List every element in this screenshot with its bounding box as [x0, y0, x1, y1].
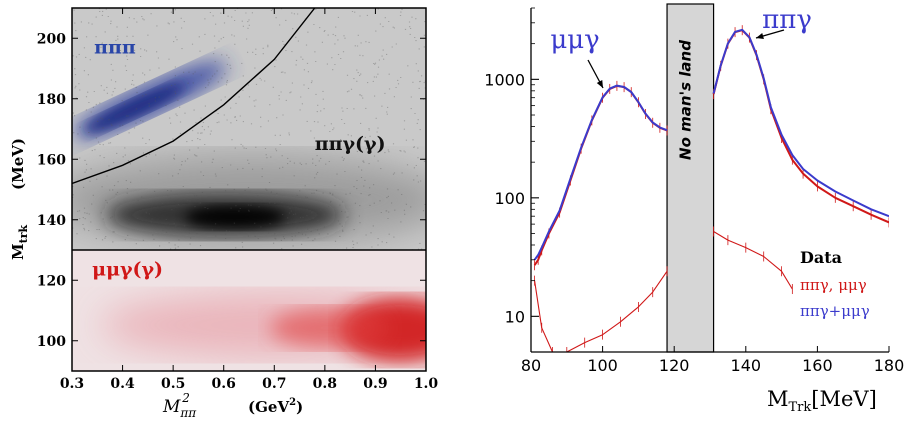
svg-text:Mtrk: Mtrk: [9, 225, 30, 260]
series-sum_left: [533, 84, 668, 261]
no-mans-land-band: [666, 3, 715, 353]
mmg-core-2: [270, 308, 390, 348]
ppg-center: [185, 205, 285, 229]
x-tick-label: 0.8: [313, 376, 337, 392]
no-mans-land-label: No man's land: [676, 40, 694, 160]
x-tick-label: 140: [731, 356, 762, 375]
x-tick-label: 80: [521, 356, 541, 375]
x-tick-label: 0.9: [363, 376, 387, 392]
region-label: μμγ(γ): [92, 259, 163, 281]
series-mumu_right: [713, 231, 793, 290]
density-blobs: [72, 8, 426, 371]
x-tick-label: 0.3: [60, 376, 84, 392]
x-tick-label: 0.7: [262, 376, 286, 392]
series-sum_right: [712, 28, 889, 218]
y-tick-label: 10: [505, 307, 525, 326]
x-tick-label: 120: [659, 356, 690, 375]
left-plot-frame: [71, 7, 427, 372]
y-tick-label: 120: [37, 273, 66, 289]
x-tick-label: 0.6: [212, 376, 236, 392]
legend-title: Data: [800, 248, 842, 267]
svg-text:(MeV): (MeV): [9, 138, 27, 190]
series-lines: [533, 25, 889, 352]
x-tick-label: 0.5: [161, 376, 185, 392]
legend-entry: ππγ+μμγ: [800, 302, 870, 320]
left-region-labels: πππ ππγ(γ) μμγ(γ): [92, 36, 385, 280]
left-y-axis-label: Mtrk (MeV): [9, 138, 30, 260]
series-data_left: [533, 84, 668, 266]
left-panel-density-plot: 0.3 0.4 0.5 0.6 0.7 0.8 0.9 1.0 100 120 140 160 180 2…: [9, 7, 439, 420]
x-tick-label: 1.0: [414, 376, 439, 392]
peak-arrowhead: [756, 32, 764, 39]
right-panel-log-plot: No man's land 80 100 120 140 160 180 10 100 1000…: [484, 3, 905, 415]
legend: Data ππγ, μμγ ππγ+μμγ: [800, 248, 870, 320]
peak-labels: μμγ ππγ: [550, 5, 812, 89]
series-data_right: [712, 29, 889, 224]
x-tick-label: 160: [802, 356, 833, 375]
region-label: πππ: [94, 36, 136, 58]
series-mumu_left: [534, 270, 668, 352]
y-tick-label: 100: [494, 189, 525, 208]
left-axis-ticks: 0.3 0.4 0.5 0.6 0.7 0.8 0.9 1.0 100 120 140 160 180 2…: [37, 8, 439, 392]
legend-entry: ππγ, μμγ: [800, 276, 867, 294]
y-tick-label: 180: [37, 92, 66, 108]
y-tick-label: 100: [37, 334, 66, 350]
peak-arrowhead: [596, 80, 603, 88]
y-tick-label: 200: [37, 31, 66, 47]
svg-text:(GeV2): (GeV2): [248, 397, 303, 416]
peak-label: ππγ: [762, 5, 812, 35]
x-tick-label: 0.4: [110, 376, 135, 392]
region-label: ππγ(γ): [315, 133, 386, 155]
peak-label: μμγ: [550, 25, 599, 55]
y-tick-label: 140: [37, 213, 66, 229]
svg-text:MTrk[MeV]: MTrk[MeV]: [767, 387, 877, 415]
svg-text:Mππ2: Mππ2: [162, 391, 197, 420]
right-x-axis-label: MTrk[MeV]: [767, 387, 877, 415]
separator-curve: [72, 8, 316, 185]
ppp-band-core: [85, 83, 185, 133]
y-tick-label: 1000: [484, 70, 525, 89]
left-x-axis-label: Mππ2 (GeV2): [162, 391, 303, 420]
x-tick-label: 180: [874, 356, 905, 375]
x-tick-label: 100: [587, 356, 618, 375]
y-tick-label: 160: [37, 152, 66, 168]
right-axis-ticks: 80 100 120 140 160 180 10 100 1000: [484, 7, 905, 375]
